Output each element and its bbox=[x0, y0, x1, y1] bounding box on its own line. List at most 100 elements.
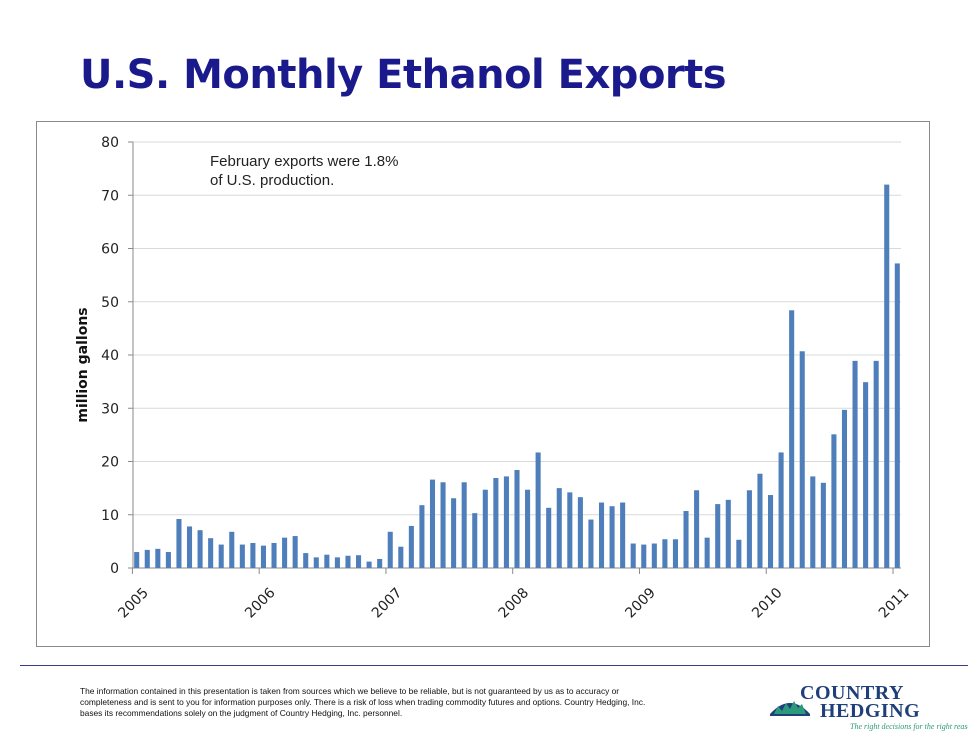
bar bbox=[863, 382, 869, 568]
bar bbox=[461, 482, 467, 568]
bar bbox=[260, 545, 267, 568]
bar bbox=[218, 544, 224, 568]
x-tick-label: 2005 bbox=[115, 585, 152, 622]
bar bbox=[873, 360, 879, 568]
logo-text-country: COUNTRY bbox=[800, 682, 904, 704]
disclaimer-text: The information contained in this presen… bbox=[80, 686, 646, 718]
bar bbox=[398, 546, 404, 568]
bar bbox=[239, 544, 245, 568]
bar bbox=[567, 492, 573, 568]
bar bbox=[641, 544, 647, 568]
bar bbox=[155, 548, 161, 568]
bar bbox=[440, 482, 446, 568]
bar bbox=[525, 489, 531, 568]
bar bbox=[810, 476, 816, 568]
bar bbox=[841, 409, 848, 568]
y-tick-label: 0 bbox=[110, 561, 119, 577]
bar bbox=[831, 434, 837, 568]
bar bbox=[609, 506, 615, 568]
bar bbox=[620, 502, 626, 568]
bar bbox=[598, 502, 605, 568]
bar bbox=[651, 543, 657, 568]
bar bbox=[408, 525, 414, 568]
bar bbox=[852, 360, 858, 568]
y-tick-label: 70 bbox=[101, 188, 119, 204]
bar bbox=[387, 531, 393, 568]
logo-tagline: The right decisions for the right reason… bbox=[850, 722, 968, 731]
bar bbox=[799, 351, 805, 568]
bar bbox=[630, 543, 636, 568]
bar bbox=[482, 489, 488, 568]
y-tick-label: 50 bbox=[101, 295, 119, 311]
logo-text-hedging: HEDGING bbox=[820, 700, 921, 722]
y-axis-title: million gallons bbox=[75, 307, 91, 422]
bar bbox=[736, 539, 742, 568]
y-tick-label: 20 bbox=[101, 455, 119, 471]
chart-annotation: February exports were 1.8% of U.S. produ… bbox=[200, 148, 416, 192]
bar bbox=[429, 479, 436, 568]
bar bbox=[884, 184, 890, 568]
bar bbox=[451, 498, 457, 568]
bar bbox=[556, 488, 562, 568]
bar bbox=[514, 470, 520, 568]
bar bbox=[197, 530, 203, 568]
bar bbox=[366, 561, 372, 568]
bar bbox=[345, 555, 351, 568]
bar bbox=[662, 539, 668, 568]
bar-chart: 0 10 20 30 40 50 60 70 80 2005 2006 2007 2008 2009 201… bbox=[75, 135, 913, 622]
bar bbox=[503, 476, 509, 568]
x-tick-label: 2009 bbox=[622, 585, 659, 622]
bar bbox=[789, 310, 795, 568]
bar bbox=[820, 482, 826, 568]
logo-emblem-icon bbox=[770, 701, 810, 716]
bar bbox=[493, 478, 499, 568]
bar bbox=[292, 536, 298, 568]
y-tick-label: 60 bbox=[101, 242, 119, 258]
bar bbox=[694, 490, 700, 568]
country-hedging-logo: COUNTRY HEDGING The right decisions for … bbox=[768, 680, 968, 732]
bar bbox=[377, 558, 383, 568]
bar bbox=[165, 552, 171, 568]
x-tick-label: 2011 bbox=[876, 585, 913, 622]
bar bbox=[176, 519, 182, 568]
bar bbox=[672, 539, 678, 568]
bar bbox=[303, 553, 309, 568]
bar bbox=[250, 542, 256, 568]
x-tick-label: 2007 bbox=[369, 585, 406, 622]
bar bbox=[229, 531, 235, 568]
bar bbox=[144, 549, 150, 568]
bar bbox=[577, 497, 583, 568]
y-tick-label: 10 bbox=[101, 508, 119, 524]
bar bbox=[208, 538, 214, 568]
bar bbox=[313, 557, 319, 568]
bar bbox=[683, 511, 689, 568]
bar bbox=[757, 473, 763, 568]
footer-divider bbox=[20, 665, 968, 666]
y-tick-label: 80 bbox=[101, 135, 119, 151]
bar bbox=[767, 495, 774, 568]
bar bbox=[134, 552, 140, 568]
y-tick-label: 40 bbox=[101, 348, 119, 364]
bar bbox=[778, 452, 784, 568]
x-tick-label: 2006 bbox=[242, 585, 279, 622]
x-tick-label: 2010 bbox=[749, 585, 786, 622]
bar bbox=[704, 537, 710, 568]
bar bbox=[715, 504, 721, 568]
bar bbox=[324, 554, 330, 568]
bar bbox=[271, 542, 277, 568]
bar bbox=[356, 555, 362, 568]
bar bbox=[334, 557, 340, 568]
y-tick-label: 30 bbox=[101, 401, 119, 417]
bar bbox=[186, 526, 193, 568]
bar bbox=[282, 537, 288, 568]
bar bbox=[472, 513, 478, 568]
bar bbox=[546, 507, 552, 568]
bar bbox=[746, 490, 752, 568]
bar bbox=[588, 519, 594, 568]
bar bbox=[725, 499, 731, 568]
slide-title: U.S. Monthly Ethanol Exports bbox=[80, 52, 727, 98]
bar bbox=[894, 263, 900, 568]
x-tick-label: 2008 bbox=[496, 585, 533, 622]
chart-area: 0 10 20 30 40 50 60 70 80 2005 2006 2007 2008 2009 201… bbox=[36, 121, 930, 647]
bar bbox=[535, 452, 541, 568]
